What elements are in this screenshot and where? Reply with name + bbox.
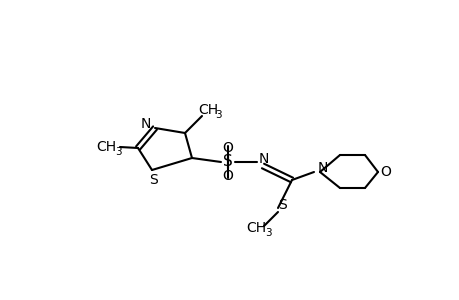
Text: CH: CH (96, 140, 116, 154)
Text: S: S (278, 198, 287, 212)
Text: CH: CH (197, 103, 218, 117)
Text: O: O (380, 165, 391, 179)
Text: 3: 3 (114, 147, 121, 157)
Text: CH: CH (246, 221, 265, 235)
Text: N: N (140, 117, 151, 131)
Text: S: S (149, 173, 158, 187)
Text: S: S (223, 154, 232, 169)
Text: N: N (317, 161, 327, 175)
Text: O: O (222, 169, 233, 183)
Text: 3: 3 (214, 110, 221, 120)
Text: O: O (222, 141, 233, 155)
Text: 3: 3 (264, 228, 271, 238)
Text: N: N (258, 152, 269, 166)
